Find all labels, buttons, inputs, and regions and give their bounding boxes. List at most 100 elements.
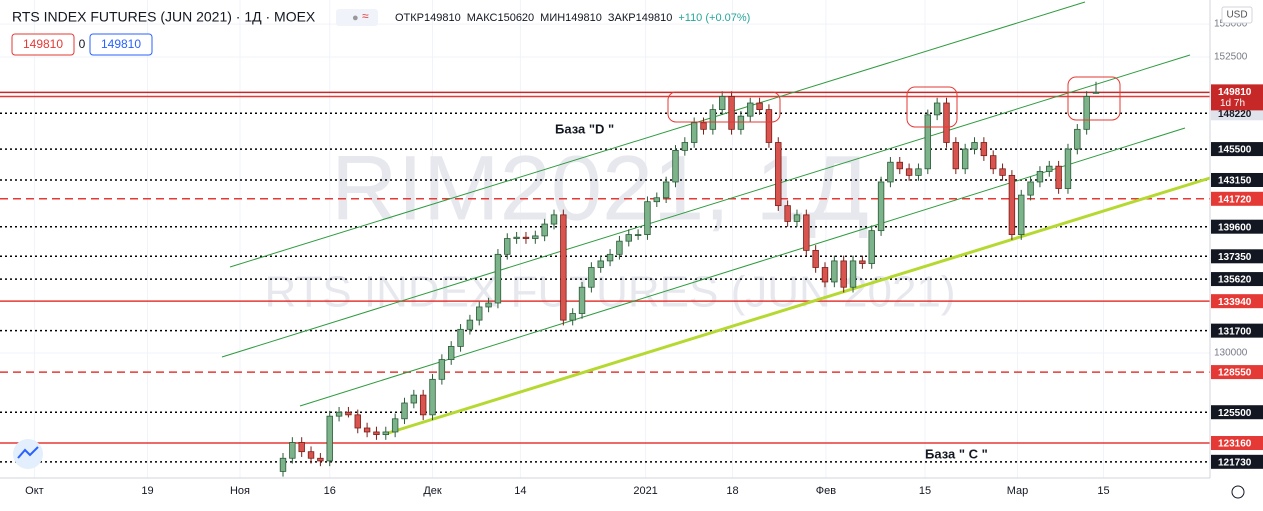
level-tag: [1211, 272, 1263, 287]
level-tag: [1211, 294, 1263, 309]
levels: [0, 91, 1210, 463]
y-tick-label: 152500: [1214, 52, 1248, 63]
candle-body: [784, 205, 791, 222]
highlight-box: [667, 91, 781, 123]
countdown: 1d 7h: [1220, 98, 1245, 109]
candle-body: [1018, 194, 1025, 235]
x-tick-label: Фев: [816, 485, 836, 497]
candle-body: [887, 161, 894, 183]
level-tag: [1211, 405, 1263, 420]
candle-body: [373, 431, 380, 435]
level-label: 139600: [1218, 222, 1252, 233]
x-tick-label: 15: [919, 485, 931, 497]
candle-body: [429, 378, 436, 416]
level-tag: [1211, 219, 1263, 234]
candle-body: [560, 214, 567, 321]
candle-body: [466, 319, 474, 330]
level-label: 143150: [1218, 176, 1252, 187]
candle-body: [681, 142, 689, 151]
candle-body: [634, 234, 642, 236]
level-label: 123160: [1218, 439, 1252, 450]
candle-body: [896, 161, 903, 170]
candle-body: [980, 142, 988, 157]
candle-body: [569, 313, 576, 321]
buy-box[interactable]: [89, 33, 153, 56]
support-line: [384, 176, 1211, 436]
candle-body: [690, 122, 698, 143]
trend-lines: [221, 1, 1211, 436]
candle-body: [793, 214, 801, 222]
level-label: 125500: [1218, 408, 1252, 419]
axes: Окт 19 Ноя 16 Дек 14 2021 18 Фев 15 Мар 15 155000 152…: [25, 19, 1263, 497]
currency-box[interactable]: [1221, 6, 1253, 24]
indicator-icon: ●: [352, 12, 359, 24]
candle-body: [345, 411, 352, 416]
candle-body: [1074, 128, 1081, 150]
candle-body: [494, 253, 502, 304]
candle-body: [504, 238, 511, 255]
candle-body: [831, 260, 838, 283]
last-price-tag: [1211, 84, 1263, 111]
x-tick-label: 14: [514, 485, 526, 497]
legend-item: ОТКР149810: [395, 12, 461, 24]
level-label: 121730: [1218, 457, 1252, 468]
settings-icon[interactable]: [1231, 485, 1245, 499]
ohlc-legend: ОТКР149810 МАКС150620 МИН149810 ЗАКР149810 +…: [395, 12, 750, 24]
candle-body: [803, 214, 810, 251]
chart-title: RTS INDEX FUTURES (JUN 2021) · 1Д · MOEX: [12, 9, 316, 25]
candle-body: [709, 109, 717, 130]
candle-body: [597, 260, 604, 268]
candle-body: [289, 442, 296, 459]
level-tag: [1211, 365, 1263, 380]
candle-body: [1046, 165, 1053, 172]
level-label: 135620: [1218, 275, 1252, 286]
x-tick-label: 19: [141, 485, 153, 497]
y-tick-label: 155000: [1214, 19, 1248, 30]
candle-body: [588, 267, 595, 288]
candle-body: [382, 431, 389, 435]
candle-body: [1055, 165, 1062, 189]
candle-body: [476, 306, 483, 321]
level-label: 145500: [1218, 145, 1252, 156]
candle-body: [326, 415, 333, 462]
candle-body: [541, 223, 548, 237]
candle-body: [905, 168, 913, 176]
sell-box[interactable]: [11, 33, 75, 56]
candle-body: [700, 122, 707, 130]
highlight-box: [1067, 76, 1121, 121]
candle-body: [616, 240, 623, 255]
level-tag: [1211, 454, 1263, 469]
candle-body: [868, 230, 875, 264]
candle-body: [737, 115, 745, 130]
highlight-boxes: [667, 76, 1121, 128]
candle-body: [765, 109, 773, 143]
level-label: 148220: [1218, 109, 1252, 120]
candle-body: [550, 214, 558, 225]
sell-price: 149810: [23, 37, 63, 51]
indicator-toggle[interactable]: [336, 9, 378, 26]
candle-body: [849, 260, 857, 288]
candle-body: [653, 197, 660, 203]
candle-body: [952, 142, 960, 170]
candle-body: [933, 102, 941, 116]
candle-body: [1092, 91, 1100, 94]
annotation: База "D ": [555, 121, 614, 136]
candle-body: [990, 155, 997, 170]
candle-body: [775, 142, 782, 207]
logo-icon: [17, 446, 39, 459]
candle-body: [812, 249, 819, 268]
candle-body: [354, 414, 361, 429]
level-tag: [1211, 191, 1263, 206]
candle-body: [438, 359, 446, 380]
x-tick-label: Ноя: [230, 485, 250, 497]
candle-body: [485, 302, 492, 308]
candle-body: [859, 260, 866, 264]
candle-body: [522, 236, 530, 239]
candle-body: [719, 96, 726, 110]
candle-body: [606, 253, 614, 262]
channel-upper: [229, 1, 1086, 268]
legend-item: +110 (+0.07%): [678, 12, 750, 24]
candle-body: [448, 346, 455, 360]
legend-item: МАКС150620: [467, 12, 534, 24]
candle-body: [662, 181, 670, 199]
